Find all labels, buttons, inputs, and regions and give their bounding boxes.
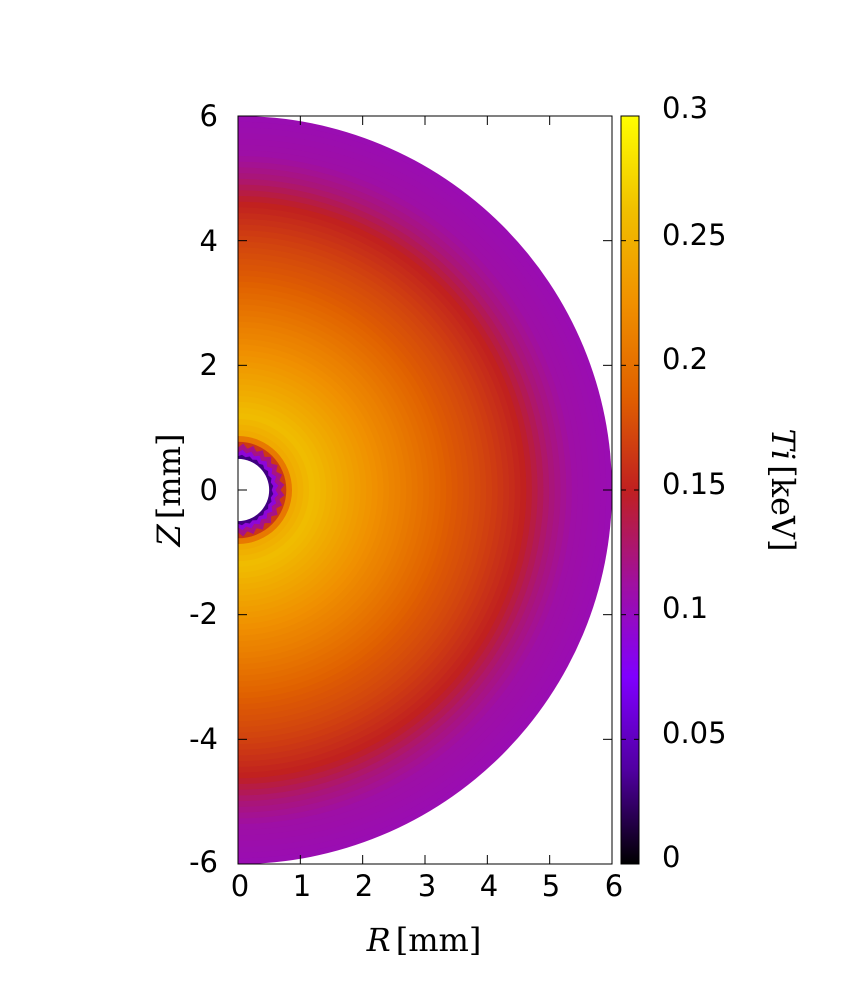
y-axis-unit: [mm] [150, 434, 188, 520]
temperature-heatmap [238, 116, 612, 864]
x-tick-label: 6 [605, 869, 623, 903]
x-tick-label: 2 [355, 869, 373, 903]
colorbar-variable: Ti [764, 429, 802, 461]
colorbar-tick-marks [621, 115, 639, 865]
x-tick-label: 3 [418, 869, 436, 903]
colorbar-tick-label: 0.2 [662, 342, 708, 376]
colorbar-unit: [keV] [764, 465, 802, 551]
colorbar-tick-label: 0.05 [662, 716, 727, 750]
colorbar-title: Ti [keV] [764, 429, 802, 552]
x-tick-label: 0 [231, 869, 249, 903]
y-axis-variable: Z [150, 523, 188, 547]
y-tick-label: -6 [189, 845, 218, 879]
y-tick-label: 6 [200, 99, 218, 133]
y-tick-label: 2 [200, 348, 218, 382]
y-tick-label: 0 [200, 473, 218, 507]
x-tick-label: 1 [293, 869, 311, 903]
colorbar-tick-label: 0.3 [662, 91, 708, 125]
x-tick-label: 5 [542, 869, 560, 903]
x-axis-title: R [mm] [366, 921, 482, 959]
x-tick-label: 4 [480, 869, 498, 903]
plot-tick-marks [237, 115, 613, 865]
colorbar-tick-label: 0.1 [662, 591, 708, 625]
y-axis-title: Z [mm] [150, 434, 188, 548]
colorbar-tick-label: 0.25 [662, 218, 727, 252]
colorbar-tick-label: 0 [662, 840, 680, 874]
y-tick-label: -4 [189, 722, 218, 756]
y-tick-label: -2 [189, 597, 218, 631]
x-axis-variable: R [366, 921, 391, 959]
colorbar-tick-label: 0.15 [662, 467, 727, 501]
y-tick-label: 4 [200, 224, 218, 258]
x-axis-unit: [mm] [396, 921, 482, 959]
central-void [238, 458, 270, 522]
